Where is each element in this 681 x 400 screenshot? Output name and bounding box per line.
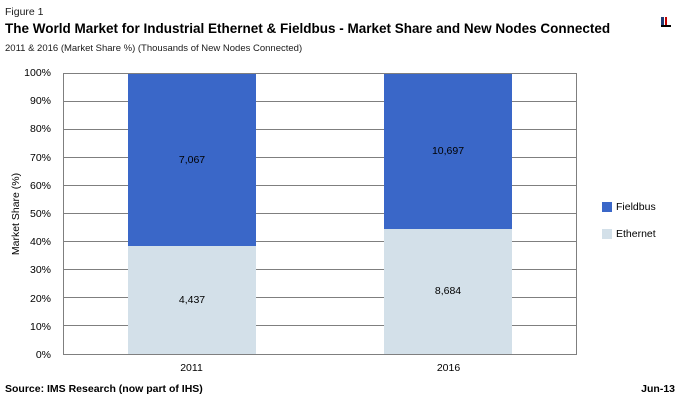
data-label-ethernet-2016: 8,684 bbox=[434, 285, 462, 298]
gridline bbox=[64, 241, 576, 242]
corner-mark-red-bar bbox=[665, 17, 667, 25]
data-label-fieldbus-2011: 7,067 bbox=[178, 153, 206, 166]
y-tick-label: 50% bbox=[29, 208, 51, 220]
gridline bbox=[64, 157, 576, 158]
y-tick-label: 0% bbox=[35, 349, 51, 361]
page-title: The World Market for Industrial Ethernet… bbox=[5, 21, 611, 36]
source-note: Source: IMS Research (now part of IHS) bbox=[5, 383, 203, 395]
legend: Fieldbus Ethernet bbox=[602, 201, 656, 255]
y-axis-ticks: 0% 10% 20% 30% 40% 50% 60% 70% 80% 90% 100% bbox=[0, 67, 56, 361]
y-tick-label: 20% bbox=[29, 292, 51, 305]
legend-item-fieldbus: Fieldbus bbox=[602, 201, 656, 213]
fieldbus-segment-2016: 10,697 bbox=[384, 74, 512, 229]
x-axis-labels: 2011 2016 bbox=[63, 362, 577, 374]
y-tick-label: 100% bbox=[24, 67, 51, 79]
y-tick-label: 70% bbox=[29, 151, 51, 164]
legend-label-ethernet: Ethernet bbox=[616, 228, 656, 240]
bar-group-2011: 7,067 4,437 bbox=[64, 74, 320, 354]
gridline bbox=[64, 325, 576, 326]
plot-area: 7,067 4,437 10,697 8,684 bbox=[63, 73, 577, 355]
page-subtitle: 2011 & 2016 (Market Share %) (Thousands … bbox=[5, 43, 303, 54]
gridline bbox=[64, 213, 576, 214]
fieldbus-segment-2011: 7,067 bbox=[128, 74, 256, 246]
gridline bbox=[64, 129, 576, 130]
ethernet-segment-2011: 4,437 bbox=[128, 245, 256, 354]
gridline bbox=[64, 269, 576, 270]
data-label-fieldbus-2016: 10,697 bbox=[431, 145, 465, 158]
corner-mark-icon bbox=[661, 15, 671, 27]
bar-group-2016: 10,697 8,684 bbox=[320, 74, 576, 354]
fieldbus-swatch-icon bbox=[602, 202, 612, 212]
y-tick-label: 90% bbox=[29, 95, 51, 108]
corner-mark-navy-bar bbox=[661, 17, 664, 25]
gridline bbox=[64, 101, 576, 102]
date-stamp: Jun-13 bbox=[641, 383, 675, 395]
y-tick-label: 40% bbox=[29, 236, 51, 249]
legend-label-fieldbus: Fieldbus bbox=[616, 201, 656, 213]
ethernet-swatch-icon bbox=[602, 229, 612, 239]
gridline bbox=[64, 297, 576, 298]
y-tick-label: 30% bbox=[29, 264, 51, 277]
x-tick-2011: 2011 bbox=[180, 362, 203, 374]
figure-label: Figure 1 bbox=[5, 6, 44, 18]
stacked-bar-2011: 7,067 4,437 bbox=[128, 74, 256, 354]
gridline bbox=[64, 185, 576, 186]
stacked-bar-2016: 10,697 8,684 bbox=[384, 74, 512, 354]
x-tick-2016: 2016 bbox=[436, 362, 461, 374]
data-label-ethernet-2011: 4,437 bbox=[178, 293, 206, 306]
ethernet-segment-2016: 8,684 bbox=[384, 228, 512, 354]
y-tick-label: 80% bbox=[29, 123, 51, 136]
y-tick-label: 60% bbox=[29, 179, 51, 192]
legend-item-ethernet: Ethernet bbox=[602, 228, 656, 240]
y-tick-label: 10% bbox=[29, 320, 51, 333]
